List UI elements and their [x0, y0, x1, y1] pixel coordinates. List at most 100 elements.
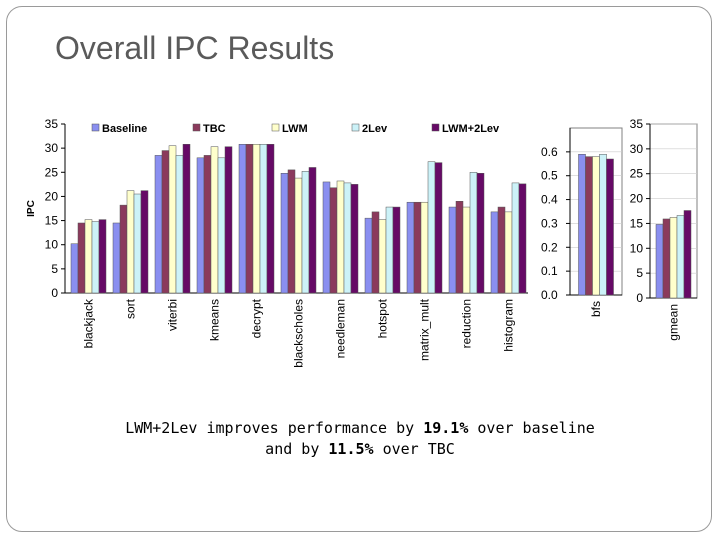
bar-bfs-TBC — [585, 156, 593, 296]
bar-gmean-Baseline — [655, 224, 664, 299]
bar-viterbi-LWM+2Lev — [182, 144, 191, 294]
bar-sort-Baseline — [112, 222, 121, 294]
y-tick-label: 20 — [630, 192, 644, 206]
bar-blackjack-2Lev — [91, 221, 100, 294]
caption-text: and by — [265, 440, 329, 458]
bar-blackjack-LWM — [84, 219, 93, 294]
y-tick-label: 0 — [51, 286, 58, 300]
bar-histogram-TBC — [497, 206, 506, 294]
legend-swatch-TBC — [192, 123, 201, 132]
bar-hotspot-LWM — [378, 219, 387, 294]
x-tick-label: needleman — [334, 299, 348, 358]
bar-viterbi-TBC — [161, 150, 170, 294]
bar-viterbi-2Lev — [175, 155, 184, 294]
chart-panel-3: 0 5 10 15 20 25 30 35 gmean — [630, 117, 698, 341]
bar-matrix_mult-2Lev — [427, 161, 436, 294]
bar-viterbi-LWM — [168, 145, 177, 294]
results-caption: LWM+2Lev improves performance by 19.1% o… — [60, 418, 660, 460]
x-tick-label: sort — [124, 298, 138, 319]
bar-kmeans-Baseline — [196, 157, 205, 294]
bar-kmeans-LWM+2Lev — [224, 146, 233, 294]
bar-matrix_mult-LWM — [420, 201, 429, 294]
y-tick-label: 25 — [45, 165, 59, 179]
x-tick-label: reduction — [460, 299, 474, 348]
bar-decrypt-2Lev — [259, 144, 268, 294]
legend-label-Baseline: Baseline — [102, 123, 147, 135]
y-tick-label: 20 — [45, 189, 59, 203]
bar-blackjack-TBC — [77, 222, 86, 294]
caption-line-2: and by 11.5% over TBC — [60, 439, 660, 460]
x-tick-label: viterbi — [166, 299, 180, 331]
bar-gmean-LWM+2Lev — [683, 210, 692, 299]
slide-title: Overall IPC Results — [55, 30, 335, 66]
bar-sort-2Lev — [133, 193, 142, 294]
bar-needleman-2Lev — [343, 182, 352, 294]
bar-kmeans-2Lev — [217, 157, 226, 294]
legend-swatch-2Lev — [351, 123, 360, 132]
bar-reduction-2Lev — [469, 172, 478, 294]
bar-blackscholes-2Lev — [301, 171, 310, 294]
legend-swatch-LWM — [271, 123, 280, 132]
y-tick-label: 15 — [630, 216, 644, 230]
bar-sort-LWM+2Lev — [140, 190, 149, 294]
bar-reduction-LWM+2Lev — [476, 173, 485, 294]
bar-bfs-Baseline — [578, 153, 586, 296]
bar-hotspot-Baseline — [364, 217, 373, 294]
bar-decrypt-LWM — [252, 144, 261, 294]
y-tick-label: 10 — [630, 241, 644, 255]
y-tick-label: 0.4 — [541, 193, 558, 207]
slide-frame — [6, 6, 712, 532]
legend-swatch-Baseline — [91, 123, 100, 132]
caption-text: over TBC — [373, 440, 455, 458]
bar-reduction-LWM — [462, 206, 471, 294]
y-tick-label: 25 — [630, 167, 644, 181]
x-tick-label: histogram — [502, 299, 516, 352]
caption-tbc-improvement: 11.5% — [328, 440, 374, 458]
bar-hotspot-TBC — [371, 211, 380, 294]
y-tick-label: 0.1 — [541, 264, 558, 278]
legend-label-TBC: TBC — [203, 123, 226, 135]
bar-bfs-LWM+2Lev — [606, 158, 614, 296]
bar-kmeans-TBC — [203, 155, 212, 294]
bar-blackscholes-LWM — [294, 177, 303, 294]
bar-blackscholes-LWM+2Lev — [308, 167, 317, 294]
bar-needleman-LWM+2Lev — [350, 184, 359, 294]
bar-viterbi-Baseline — [154, 155, 163, 294]
y-tick-label: 5 — [636, 266, 643, 280]
bar-gmean-TBC — [662, 218, 671, 299]
bar-blackjack-Baseline — [70, 243, 79, 294]
bar-histogram-LWM — [504, 211, 513, 294]
caption-line-1: LWM+2Lev improves performance by 19.1% o… — [60, 418, 660, 439]
y-tick-label: 0.2 — [541, 240, 558, 254]
legend-label-LWM+2Lev: LWM+2Lev — [442, 123, 500, 135]
chart-panel-1: 0 5 10 15 20 25 30 35 IPC blackjack sort viterbi kme… — [26, 117, 528, 368]
bar-matrix_mult-Baseline — [406, 201, 415, 294]
bar-decrypt-TBC — [245, 144, 254, 294]
bar-decrypt-Baseline — [238, 144, 247, 294]
y-tick-label: 0.5 — [541, 169, 558, 183]
bar-hotspot-LWM+2Lev — [392, 206, 401, 294]
caption-baseline-improvement: 19.1% — [423, 419, 469, 437]
bar-histogram-LWM+2Lev — [518, 183, 527, 294]
bar-gmean-LWM — [669, 217, 678, 299]
y-tick-label: 30 — [630, 142, 644, 156]
y-tick-label: 30 — [45, 141, 59, 155]
bar-blackscholes-TBC — [287, 169, 296, 294]
bar-kmeans-LWM — [210, 146, 219, 294]
chart-panel-2: 0.0 0.1 0.2 0.3 0.4 0.5 0.6 bfs — [541, 127, 623, 317]
bar-needleman-LWM — [336, 180, 345, 294]
legend-label-LWM: LWM — [282, 123, 308, 135]
bar-needleman-TBC — [329, 187, 338, 294]
y-tick-label: 5 — [51, 262, 58, 276]
caption-text: over baseline — [468, 419, 595, 437]
x-tick-label: bfs — [589, 301, 603, 317]
bar-sort-TBC — [119, 204, 128, 294]
bar-matrix_mult-TBC — [413, 201, 422, 294]
y-tick-label: 0.0 — [541, 288, 558, 302]
bar-histogram-Baseline — [490, 211, 499, 294]
y-tick-label: 15 — [45, 214, 59, 228]
y-tick-label: 35 — [630, 117, 644, 131]
bar-bfs-2Lev — [599, 153, 607, 296]
bar-blackjack-LWM+2Lev — [98, 219, 107, 294]
